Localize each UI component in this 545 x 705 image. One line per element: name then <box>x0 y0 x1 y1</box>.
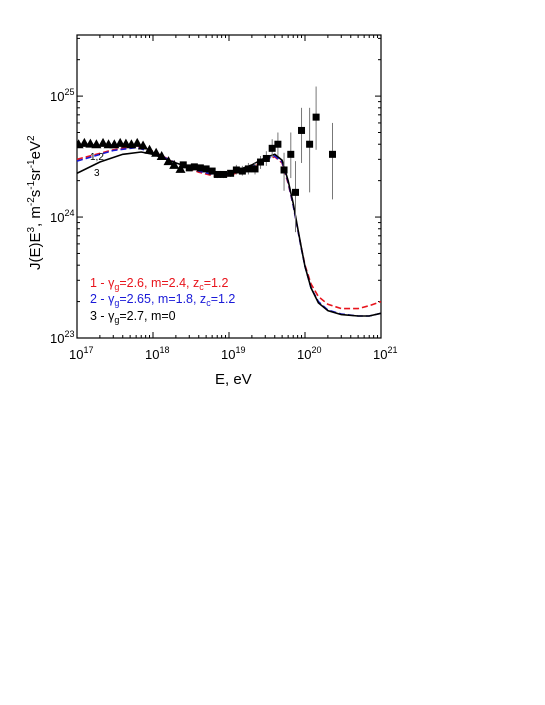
x-tick-label: 1018 <box>145 345 169 362</box>
y-axis-label: J(E)E3, m-2s-1sr-1eV2 <box>26 135 44 270</box>
triangle-point <box>151 147 162 157</box>
triangle-point <box>138 140 149 150</box>
square-point <box>306 140 314 148</box>
y-tick-label: 1025 <box>50 87 74 104</box>
square-point <box>280 166 288 174</box>
square-point <box>328 150 336 158</box>
triangle-point <box>132 137 143 147</box>
square-point <box>251 165 259 173</box>
triangle-point <box>163 156 174 166</box>
square-point <box>190 163 198 171</box>
legend: 1 - γg=2.6, m=2.4, zc=1.2 2 - γg=2.65, m… <box>90 276 235 325</box>
square-point <box>238 167 246 175</box>
triangle-point <box>144 144 155 154</box>
y-tick-label: 1023 <box>50 329 74 346</box>
square-point <box>232 166 240 174</box>
square-point <box>262 154 270 162</box>
legend-entry-2: 2 - γg=2.65, m=1.8, zc=1.2 <box>90 292 235 308</box>
square-point <box>202 165 210 173</box>
triangle-point <box>79 137 90 147</box>
square-point <box>287 150 295 158</box>
triangle-point <box>156 150 167 160</box>
legend-entry-3: 3 - γg=2.7, m=0 <box>90 309 176 325</box>
square-point <box>179 161 187 169</box>
square-point <box>292 188 300 196</box>
square-point <box>185 164 193 172</box>
triangle-point <box>85 138 96 148</box>
square-point <box>196 164 204 172</box>
y-tick-label: 1024 <box>50 208 74 225</box>
x-tick-label: 1017 <box>69 345 93 362</box>
square-point <box>227 169 235 177</box>
square-point <box>268 144 276 152</box>
square-point <box>244 165 252 173</box>
tick-labels: 1017 1018 1019 1020 1021 1023 1024 1025 <box>50 87 397 362</box>
x-axis-label: E, eV <box>215 371 252 388</box>
curve-label-3: 3 <box>94 168 100 179</box>
x-tick-label: 1020 <box>297 345 321 362</box>
square-point <box>220 170 228 178</box>
square-point <box>208 167 216 175</box>
square-point <box>257 158 265 166</box>
square-point <box>298 126 306 134</box>
square-point <box>213 170 221 178</box>
triangle-point <box>169 159 180 169</box>
x-tick-label: 1019 <box>221 345 245 362</box>
axis-ticks <box>76 35 382 339</box>
curve-label-1-2: 1,2 <box>90 152 104 163</box>
triangle-point <box>175 163 186 173</box>
plot-area <box>77 86 381 317</box>
square-point <box>274 140 282 148</box>
x-tick-label: 1021 <box>373 345 397 362</box>
legend-entry-1: 1 - γg=2.6, m=2.4, zc=1.2 <box>90 276 228 292</box>
square-point <box>312 113 320 121</box>
